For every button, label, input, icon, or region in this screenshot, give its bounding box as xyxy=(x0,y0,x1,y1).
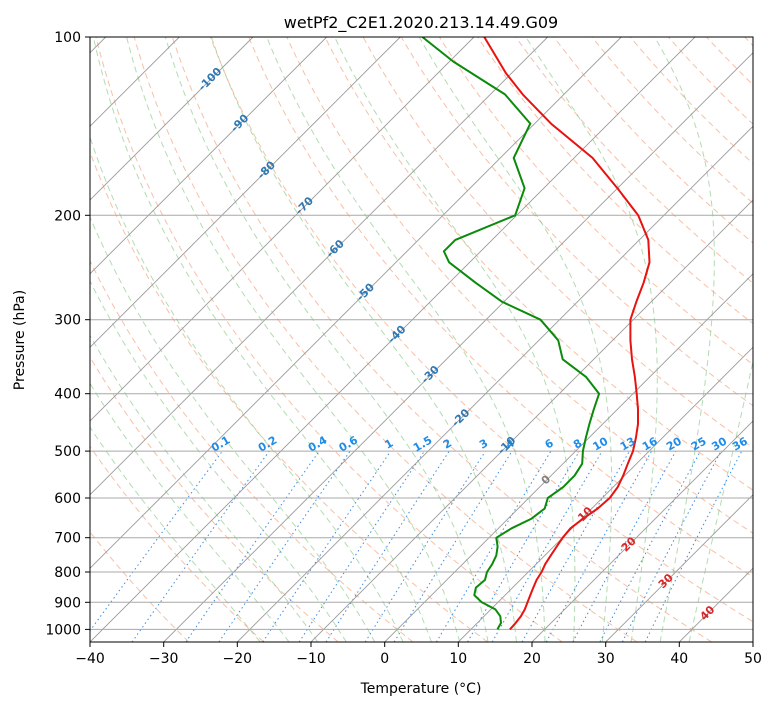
y-tick-label: 100 xyxy=(54,30,81,46)
isotherm xyxy=(90,37,254,201)
dry-adiabat xyxy=(324,37,753,491)
mixing-ratio-line xyxy=(262,450,392,642)
y-tick-label: 1000 xyxy=(45,622,81,638)
dry-adiabat xyxy=(629,37,753,165)
dry-adiabat xyxy=(95,37,563,642)
y-tick-label: 800 xyxy=(54,565,81,581)
isotherm xyxy=(457,346,753,642)
moist-adiabat xyxy=(688,358,753,642)
moist-adiabat xyxy=(210,37,517,642)
y-tick-label: 500 xyxy=(54,444,81,460)
x-tick-label: 10 xyxy=(449,651,467,667)
isotherm xyxy=(90,37,328,275)
moist-adiabat xyxy=(418,37,613,642)
mixing-ratio-line xyxy=(185,450,320,642)
moist-adiabat xyxy=(90,426,261,642)
moist-adiabat xyxy=(90,382,290,642)
mixing-ratio-line xyxy=(572,450,677,642)
isotherm xyxy=(90,37,401,348)
isotherm xyxy=(163,52,753,642)
x-tick-label: 0 xyxy=(380,651,389,667)
y-axis-ticks: 100 200 300 400 500 600 700 800 900 1000 xyxy=(45,30,90,638)
x-tick-label: 40 xyxy=(670,651,688,667)
y-tick-label: 600 xyxy=(54,491,81,507)
dry-adiabat xyxy=(210,37,753,623)
moist-adiabat xyxy=(92,37,432,642)
moist-adiabat xyxy=(525,37,658,642)
isotherm xyxy=(605,494,753,642)
moist-adiabat xyxy=(90,334,319,642)
y-tick-label: 700 xyxy=(54,531,81,547)
dewpoint-profile xyxy=(421,37,601,630)
x-axis-label: Temperature (°C) xyxy=(360,681,482,697)
y-tick-label: 200 xyxy=(54,208,81,224)
mixing-ratio-line xyxy=(298,450,425,642)
moist-adiabat xyxy=(90,215,376,642)
dry-adiabat xyxy=(515,37,753,284)
x-tick-label: 50 xyxy=(744,651,762,667)
x-tick-label: −30 xyxy=(149,651,179,667)
moist-adiabat xyxy=(654,37,715,642)
isotherm xyxy=(90,37,549,496)
x-tick-label: −20 xyxy=(223,651,253,667)
y-axis-label: Pressure (hPa) xyxy=(12,290,28,390)
mixing-ratio-line xyxy=(467,450,580,642)
mixing-ratio-line xyxy=(364,450,486,642)
y-tick-label: 900 xyxy=(54,595,81,611)
mixing-ratio-line xyxy=(599,450,701,642)
isotherm xyxy=(236,125,753,642)
x-tick-label: −10 xyxy=(296,651,326,667)
isotherm xyxy=(90,37,622,569)
plot-frame xyxy=(89,36,754,643)
isotherm xyxy=(90,37,696,642)
isotherm xyxy=(310,199,753,642)
dry-adiabat xyxy=(248,37,753,578)
dry-adiabat xyxy=(90,259,414,642)
moist-adiabat xyxy=(90,135,404,642)
moist-adiabat xyxy=(334,37,576,642)
pressure-gridlines xyxy=(90,37,753,642)
moist-adiabat xyxy=(266,37,546,642)
isotherm xyxy=(531,420,753,642)
dry-adiabat xyxy=(477,37,753,325)
y-tick-label: 300 xyxy=(54,313,81,329)
mixing-ratio-line xyxy=(325,450,450,642)
isotherm xyxy=(90,37,475,422)
mixing-ratio-line xyxy=(435,450,552,642)
dry-adiabat xyxy=(133,37,638,642)
chart-title: wetPf2_C2E1.2020.213.14.49.G09 xyxy=(284,13,558,33)
profile-lines xyxy=(421,37,651,631)
y-tick-label: 400 xyxy=(54,387,81,403)
x-tick-label: −40 xyxy=(75,651,105,667)
dry-adiabat xyxy=(90,445,264,642)
x-axis-ticks: −40 −30 −20 −10 0 10 20 30 40 50 xyxy=(75,642,762,667)
dry-adiabat xyxy=(400,37,753,407)
x-tick-label: 30 xyxy=(597,651,615,667)
dry-adiabat xyxy=(171,37,712,642)
temperature-profile xyxy=(483,37,651,631)
mixing-ratio-line xyxy=(218,450,351,642)
dry-adiabat xyxy=(591,37,753,204)
x-tick-label: 20 xyxy=(523,651,541,667)
moist-adiabat xyxy=(126,37,461,642)
isotherm xyxy=(384,273,753,642)
